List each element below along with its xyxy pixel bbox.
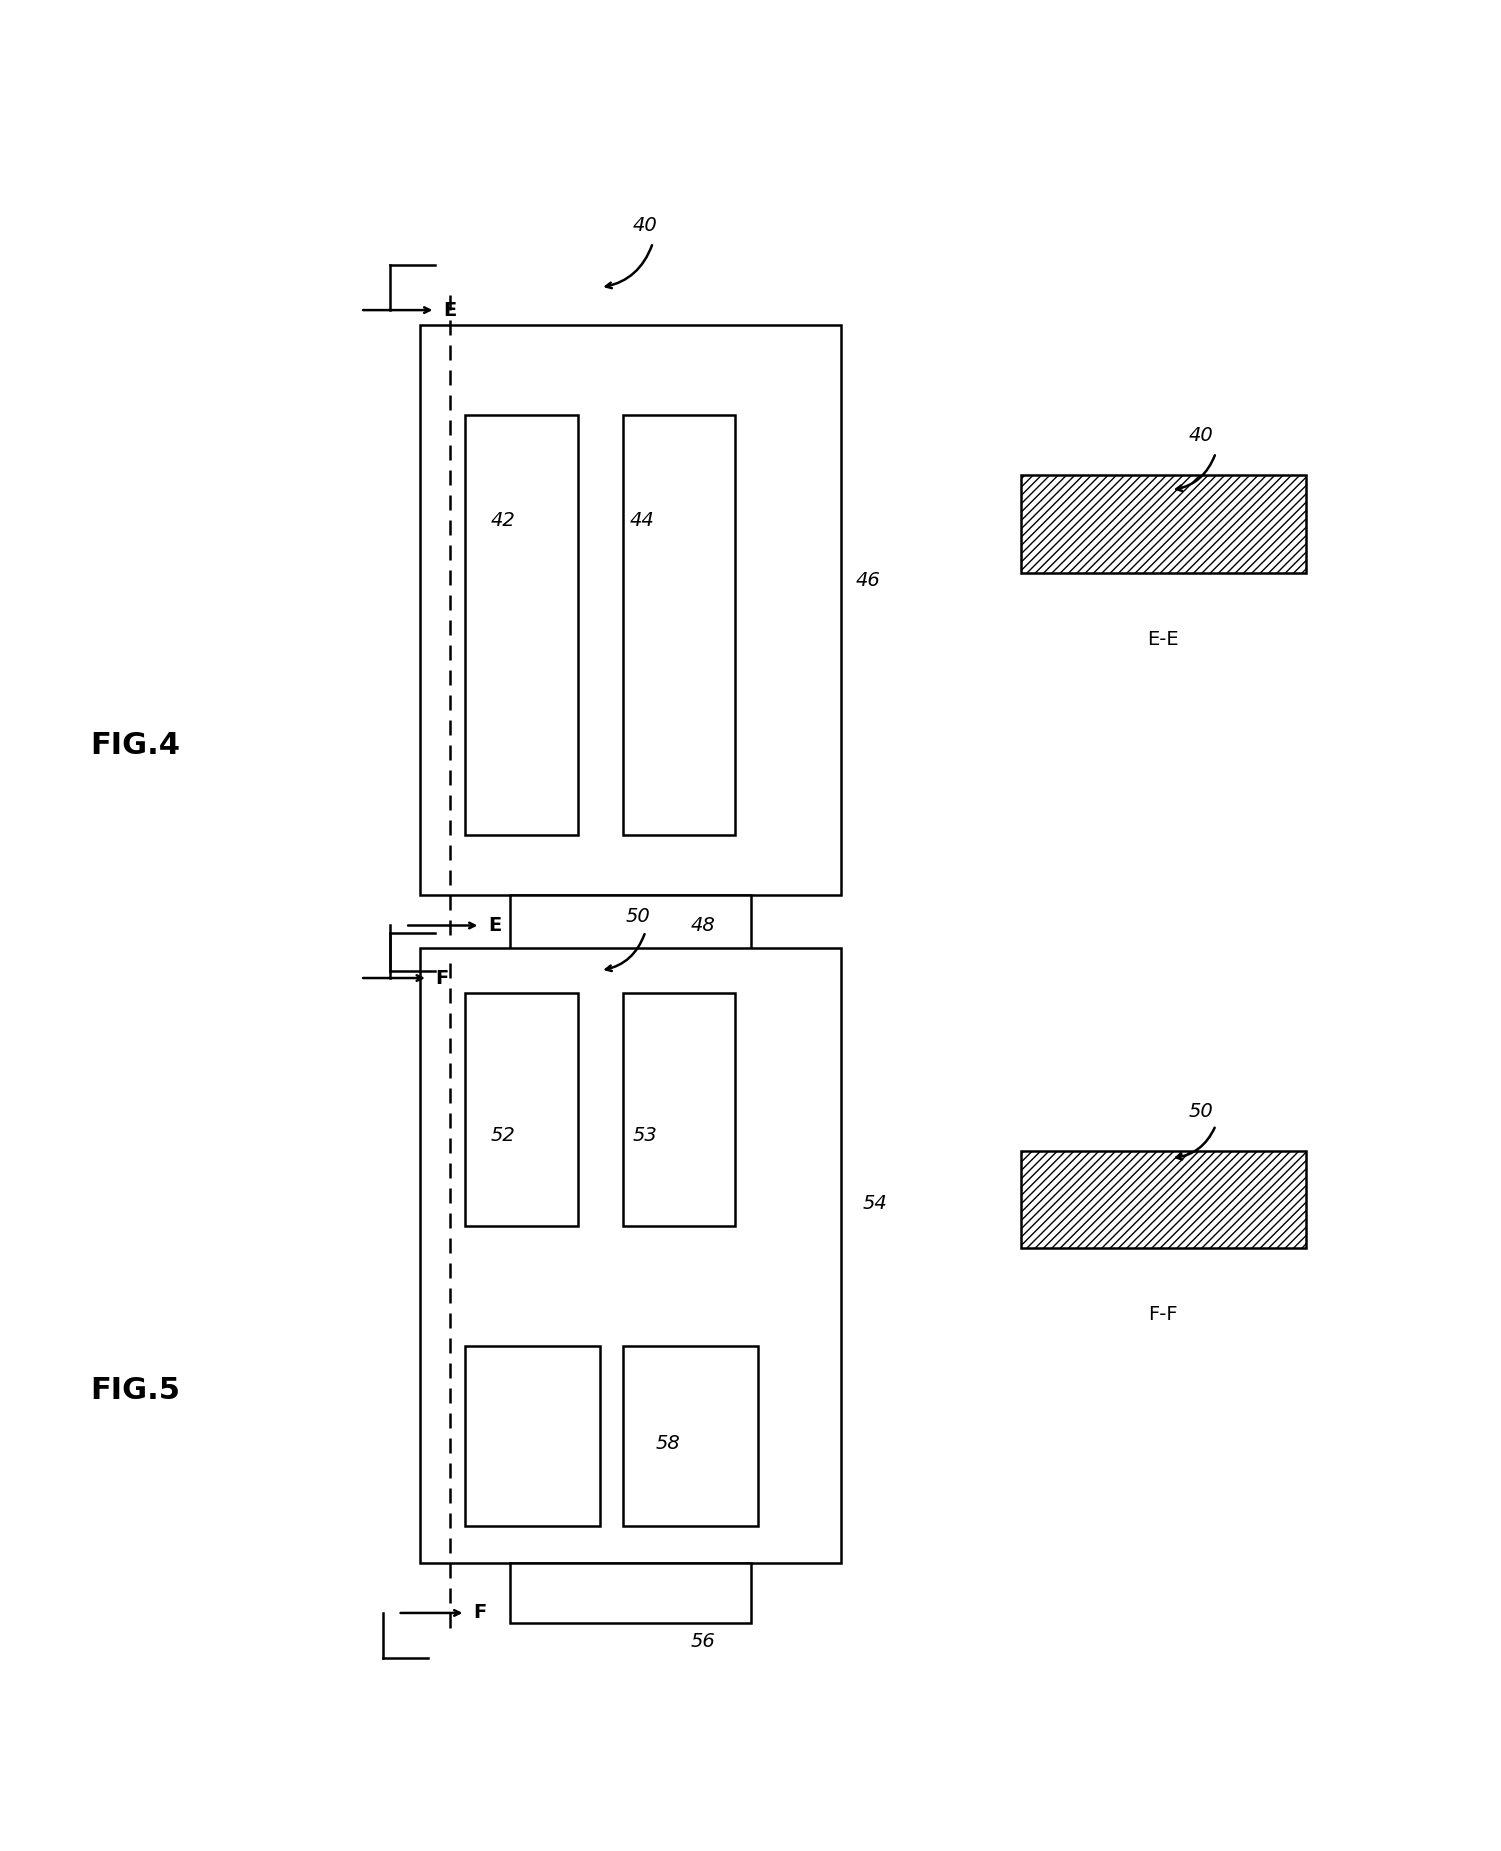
Text: E: E bbox=[443, 300, 456, 320]
Text: 56: 56 bbox=[690, 1633, 714, 1651]
Bar bbox=[1021, 1151, 1306, 1248]
Text: 50: 50 bbox=[626, 907, 650, 926]
Text: 48: 48 bbox=[690, 916, 714, 935]
Bar bbox=[623, 992, 735, 1225]
Bar bbox=[465, 992, 578, 1225]
Bar bbox=[465, 1346, 600, 1525]
Text: 54: 54 bbox=[863, 1194, 887, 1212]
Text: 52: 52 bbox=[491, 1125, 515, 1146]
Text: FIG.4: FIG.4 bbox=[90, 731, 180, 761]
Bar bbox=[465, 415, 578, 835]
Bar bbox=[1021, 476, 1306, 572]
Text: 46: 46 bbox=[856, 570, 880, 590]
Text: 44: 44 bbox=[630, 511, 654, 529]
Text: F: F bbox=[473, 1603, 486, 1623]
Bar bbox=[420, 326, 841, 896]
Text: 58: 58 bbox=[656, 1435, 680, 1453]
Text: E-E: E-E bbox=[1147, 629, 1180, 650]
Bar bbox=[623, 1346, 758, 1525]
Text: 53: 53 bbox=[633, 1125, 657, 1146]
Text: F-F: F-F bbox=[1148, 1305, 1178, 1323]
Text: 40: 40 bbox=[633, 217, 657, 235]
Text: 42: 42 bbox=[491, 511, 515, 529]
Bar bbox=[623, 415, 735, 835]
Bar bbox=[420, 948, 841, 1564]
Text: 40: 40 bbox=[1189, 426, 1213, 446]
Text: FIG.5: FIG.5 bbox=[90, 1377, 180, 1405]
Text: F: F bbox=[435, 968, 449, 988]
Bar bbox=[510, 896, 750, 955]
Text: 50: 50 bbox=[1189, 1101, 1213, 1120]
Bar bbox=[510, 1564, 750, 1623]
Text: E: E bbox=[488, 916, 501, 935]
